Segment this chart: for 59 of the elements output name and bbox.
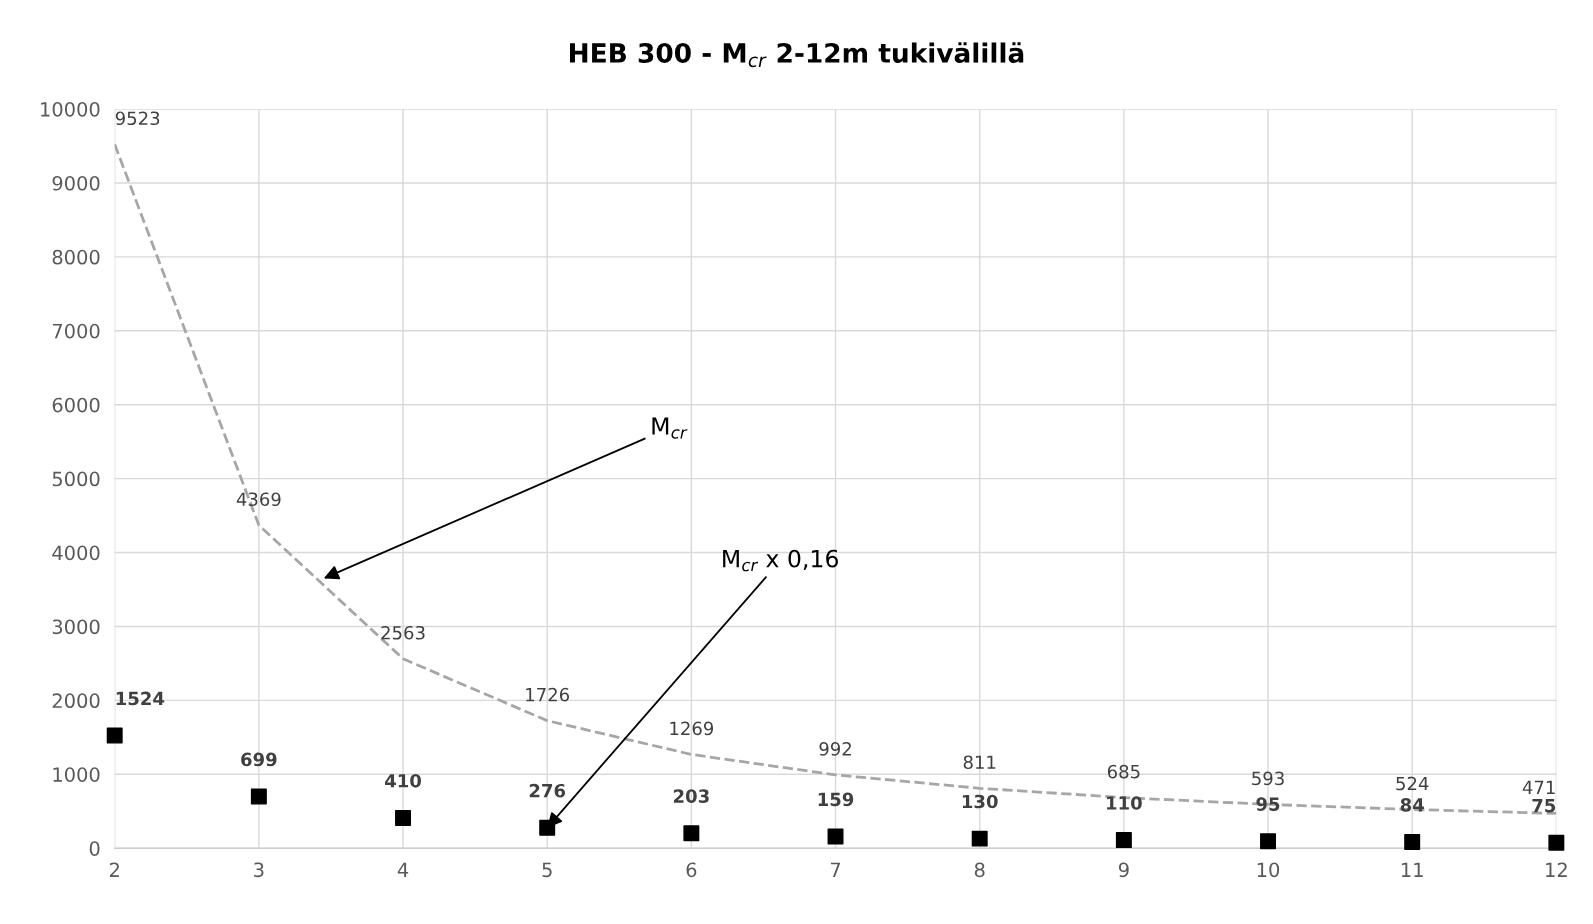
x-tick-label: 10 <box>1257 862 1280 878</box>
y-tick-label: 7000 <box>52 323 100 339</box>
y-tick-label: 5000 <box>52 471 100 487</box>
point <box>1260 833 1277 850</box>
data-label: 276 <box>529 783 566 798</box>
point <box>250 788 267 805</box>
x-tick-label: 5 <box>542 862 552 878</box>
y-tick-label: 9000 <box>52 175 100 191</box>
data-label: 75 <box>1532 798 1556 813</box>
data-label: 1726 <box>526 687 570 702</box>
y-tick-label: 1000 <box>53 767 100 782</box>
data-label: 1524 <box>116 691 165 706</box>
x-tick-label: 4 <box>397 862 409 877</box>
x-tick-label: 7 <box>830 862 841 877</box>
y-tick-label: 2000 <box>52 693 100 709</box>
x-tick-label: 12 <box>1546 862 1567 877</box>
point <box>683 825 700 842</box>
y-tick-label: 10000 <box>41 101 100 117</box>
annotation: M$_{cr}$ x 0,16 <box>723 549 838 572</box>
data-label: 992 <box>819 742 851 756</box>
data-label: 130 <box>962 794 998 809</box>
line-series <box>114 142 1557 815</box>
data-label: 95 <box>1256 797 1280 811</box>
data-label: 203 <box>673 789 709 803</box>
point <box>1404 834 1421 851</box>
point <box>971 830 988 847</box>
x-tick-label: 11 <box>1401 862 1423 877</box>
point <box>106 727 123 744</box>
point <box>539 819 556 836</box>
y-tick-label: 0 <box>89 841 100 856</box>
data-label: 4369 <box>236 492 281 507</box>
data-label: 699 <box>241 752 277 767</box>
x-tick-label: 2 <box>109 862 119 877</box>
point <box>1548 834 1565 851</box>
x-tick-label: 3 <box>254 862 264 878</box>
y-tick-label: 3000 <box>52 619 100 635</box>
data-label: 159 <box>818 792 854 807</box>
data-label: 1269 <box>670 721 714 736</box>
data-label: 593 <box>1252 771 1284 786</box>
point <box>827 828 844 845</box>
y-tick-label: 6000 <box>52 397 100 413</box>
data-label: 811 <box>963 755 996 770</box>
chart-title: HEB 300 - M$_{cr}$ 2-12m tukivälillä <box>570 42 1024 68</box>
x-tick-label: 6 <box>686 862 697 878</box>
y-tick-label: 8000 <box>52 249 100 265</box>
data-label: 2563 <box>381 625 425 640</box>
data-label: 471 <box>1522 780 1555 794</box>
point <box>1115 832 1132 849</box>
data-label: 9523 <box>115 111 160 126</box>
data-label: 84 <box>1400 798 1424 812</box>
y-tick-label: 4000 <box>52 545 100 561</box>
x-tick-label: 9 <box>1118 862 1129 878</box>
data-label: 524 <box>1396 776 1429 791</box>
data-label: 685 <box>1107 764 1140 779</box>
annotation: M$_{cr}$ <box>652 417 688 439</box>
point <box>395 809 412 826</box>
data-label: 110 <box>1107 796 1142 810</box>
data-label: 410 <box>385 773 422 788</box>
x-tick-label: 8 <box>974 862 985 878</box>
